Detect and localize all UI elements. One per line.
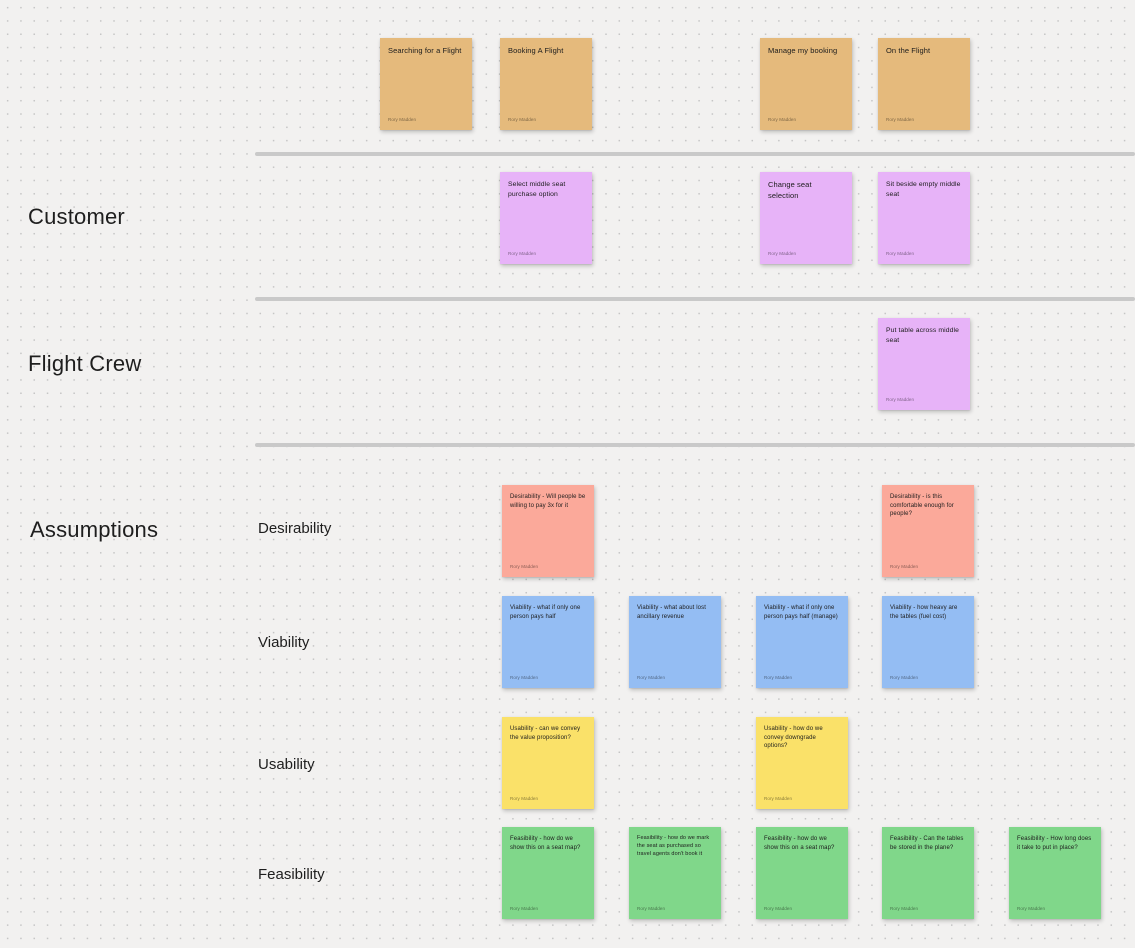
sticky-note[interactable]: Select middle seat purchase option Rory M… xyxy=(500,172,592,264)
sticky-note-author: Rory Madden xyxy=(886,117,915,122)
sticky-note[interactable]: Change seat selection Rory Madden xyxy=(760,172,852,264)
section-label-customer[interactable]: Customer xyxy=(28,204,125,229)
sticky-note-text: Desirability - is this comfortable enoug… xyxy=(890,494,954,518)
sticky-note-author: Rory Madden xyxy=(510,796,539,801)
sticky-note-text: Select middle seat purchase option xyxy=(508,181,566,198)
sticky-note-text: Sit beside empty middle seat xyxy=(886,181,961,198)
sticky-note-text: Desirability - Will people be willing to… xyxy=(510,494,586,509)
section-divider[interactable] xyxy=(255,297,1135,301)
sticky-note[interactable]: Searching for a Flight Rory Madden xyxy=(380,38,472,130)
sticky-note-author: Rory Madden xyxy=(637,906,666,911)
sticky-note-author: Rory Madden xyxy=(886,251,915,256)
sticky-note[interactable]: Manage my booking Rory Madden xyxy=(760,38,852,130)
sticky-note-author: Rory Madden xyxy=(510,906,539,911)
sticky-note-author: Rory Madden xyxy=(1017,906,1046,911)
sticky-note[interactable]: Booking A Flight Rory Madden xyxy=(500,38,592,130)
sticky-note-text: Manage my booking xyxy=(768,46,838,55)
sticky-note[interactable]: Viability - what about lost ancillary re… xyxy=(629,596,721,688)
sticky-note-author: Rory Madden xyxy=(388,117,417,122)
sticky-note-author: Rory Madden xyxy=(886,397,915,402)
section-label-desirability[interactable]: Desirability xyxy=(258,520,332,537)
sticky-note[interactable]: Desirability - is this comfortable enoug… xyxy=(882,485,974,577)
sticky-note-text: Viability - what if only one person pays… xyxy=(510,605,581,620)
sticky-note-author: Rory Madden xyxy=(637,675,666,680)
sticky-note-author: Rory Madden xyxy=(890,906,919,911)
section-label-feasibility[interactable]: Feasibility xyxy=(258,866,325,883)
sticky-note-text: Feasibility - Can the tables be stored i… xyxy=(890,836,964,851)
sticky-note-text: Change seat selection xyxy=(768,180,812,200)
sticky-note[interactable]: Feasibility - How long does it take to p… xyxy=(1009,827,1101,919)
sticky-note-author: Rory Madden xyxy=(764,796,793,801)
sticky-note-author: Rory Madden xyxy=(768,117,797,122)
sticky-note[interactable]: Usability - how do we convey downgrade o… xyxy=(756,717,848,809)
section-divider[interactable] xyxy=(255,152,1135,156)
sticky-note-text: Feasibility - how do we show this on a s… xyxy=(510,836,581,851)
sticky-note-text: On the Flight xyxy=(886,46,931,55)
sticky-note[interactable]: Viability - what if only one person pays… xyxy=(756,596,848,688)
sticky-note[interactable]: Feasibility - how do we show this on a s… xyxy=(502,827,594,919)
sticky-note-text: Put table across middle seat xyxy=(886,327,959,344)
section-label-usability[interactable]: Usability xyxy=(258,756,315,773)
sticky-note[interactable]: Desirability - Will people be willing to… xyxy=(502,485,594,577)
section-label-viability[interactable]: Viability xyxy=(258,634,310,651)
sticky-note-text: Viability - what about lost ancillary re… xyxy=(637,605,706,620)
sticky-note[interactable]: Feasibility - how do we mark the seat as… xyxy=(629,827,721,919)
sticky-note-text: Feasibility - how do we mark the seat as… xyxy=(637,835,710,857)
sticky-note-text: Searching for a Flight xyxy=(388,46,462,55)
section-label-assumptions[interactable]: Assumptions xyxy=(30,517,159,542)
sticky-note[interactable]: Viability - what if only one person pays… xyxy=(502,596,594,688)
sticky-note-text: Usability - can we convey the value prop… xyxy=(510,726,581,741)
sticky-note[interactable]: Sit beside empty middle seat Rory Madden xyxy=(878,172,970,264)
sticky-note[interactable]: Feasibility - how do we show this on a s… xyxy=(756,827,848,919)
sticky-note-author: Rory Madden xyxy=(510,564,539,569)
sticky-note[interactable]: On the Flight Rory Madden xyxy=(878,38,970,130)
section-divider[interactable] xyxy=(255,443,1135,447)
sticky-note-text: Feasibility - how do we show this on a s… xyxy=(764,836,835,851)
sticky-note-author: Rory Madden xyxy=(508,117,537,122)
sticky-note[interactable]: Put table across middle seat Rory Madden xyxy=(878,318,970,410)
section-label-flight-crew[interactable]: Flight Crew xyxy=(28,351,142,376)
sticky-note-author: Rory Madden xyxy=(890,675,919,680)
sticky-note-author: Rory Madden xyxy=(510,675,539,680)
sticky-note-text: Viability - what if only one person pays… xyxy=(764,605,838,620)
sticky-note[interactable]: Usability - can we convey the value prop… xyxy=(502,717,594,809)
sticky-note-text: Feasibility - How long does it take to p… xyxy=(1017,836,1092,851)
sticky-note-author: Rory Madden xyxy=(764,675,793,680)
sticky-note[interactable]: Viability - how heavy are the tables (fu… xyxy=(882,596,974,688)
sticky-note-author: Rory Madden xyxy=(508,251,537,256)
sticky-note-author: Rory Madden xyxy=(764,906,793,911)
sticky-note-text: Viability - how heavy are the tables (fu… xyxy=(890,605,958,620)
sticky-note-author: Rory Madden xyxy=(890,564,919,569)
sticky-note-author: Rory Madden xyxy=(768,251,797,256)
sticky-note-text: Booking A Flight xyxy=(508,46,564,55)
sticky-note-text: Usability - how do we convey downgrade o… xyxy=(764,726,823,750)
sticky-note[interactable]: Feasibility - Can the tables be stored i… xyxy=(882,827,974,919)
